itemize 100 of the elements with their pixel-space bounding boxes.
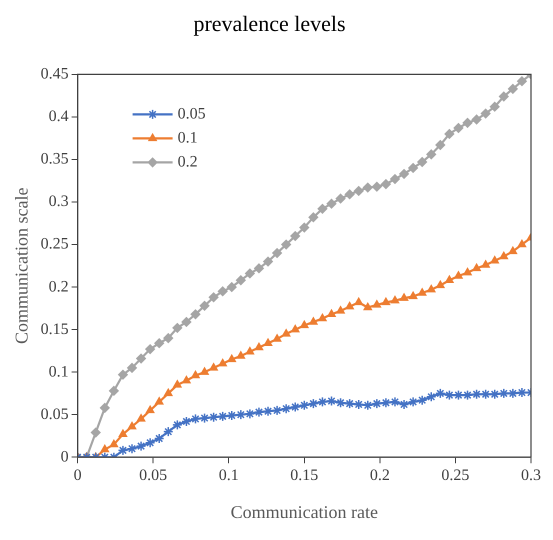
y-tick-label: 0.45 (40, 66, 69, 83)
point (416, 394, 428, 406)
point (280, 403, 292, 414)
point (218, 358, 228, 366)
point (126, 443, 138, 454)
point (308, 212, 318, 222)
point (362, 400, 374, 411)
point (263, 256, 274, 267)
point (444, 390, 455, 400)
legend-label: 0.2 (178, 154, 198, 171)
point (516, 387, 528, 398)
y-tick-label: 0 (60, 448, 69, 466)
point (327, 309, 336, 318)
point (254, 342, 264, 350)
point (236, 350, 246, 359)
point (372, 182, 382, 192)
point (317, 204, 328, 214)
point (236, 409, 246, 420)
point (462, 118, 473, 128)
point (372, 300, 382, 308)
y-tick-label: 0.4 (48, 108, 69, 126)
point (281, 240, 292, 250)
x-tick-label: 0.05 (139, 467, 168, 484)
point (272, 334, 282, 342)
point (226, 282, 237, 292)
point (490, 102, 500, 112)
y-tick-label: 0.05 (40, 406, 69, 423)
point (154, 396, 164, 405)
point (244, 268, 255, 278)
point (290, 324, 300, 332)
point (326, 396, 337, 406)
point (254, 406, 264, 418)
point (262, 406, 274, 417)
point (472, 263, 481, 272)
point (245, 346, 254, 354)
point (300, 320, 309, 328)
point (254, 263, 264, 274)
x-tick-label: 0 (74, 467, 82, 484)
point (191, 370, 200, 378)
point (390, 296, 400, 304)
point (127, 362, 138, 373)
point (136, 414, 146, 422)
point (363, 302, 372, 310)
point (308, 316, 318, 325)
point (336, 194, 346, 204)
point (408, 396, 418, 408)
point (282, 328, 291, 337)
point (172, 322, 182, 333)
point (508, 246, 518, 254)
point (317, 396, 328, 408)
point (163, 333, 174, 344)
point (408, 162, 418, 173)
x-tick-label: 0.25 (441, 467, 470, 484)
point (144, 437, 156, 448)
point (299, 222, 310, 233)
point (209, 362, 218, 371)
point (390, 174, 400, 184)
point (154, 433, 164, 444)
point (426, 392, 436, 402)
point (100, 402, 110, 413)
y-axis-title: Communication scale (12, 188, 32, 344)
point (490, 256, 500, 264)
point (109, 439, 118, 448)
point (417, 157, 428, 168)
point (118, 445, 128, 456)
point (272, 405, 282, 416)
point (418, 288, 427, 296)
point (90, 428, 101, 438)
y-tick-label: 0.35 (40, 150, 69, 168)
point (354, 297, 364, 306)
y-tick-label: 0.3 (48, 193, 69, 210)
point (453, 122, 464, 133)
point (181, 316, 192, 327)
point (172, 420, 183, 430)
point (164, 388, 173, 396)
chart-title: prevalence levels (193, 10, 346, 36)
x-tick-label: 0.15 (290, 467, 318, 484)
point (217, 411, 228, 422)
point (163, 426, 174, 437)
point (290, 402, 300, 412)
point (344, 398, 355, 409)
point (426, 284, 436, 292)
y-tick-label: 0.15 (40, 320, 69, 338)
point (335, 398, 346, 408)
point (498, 92, 509, 102)
point (108, 386, 119, 396)
point (453, 390, 464, 400)
x-axis-title: Communication rate (230, 502, 378, 522)
point (200, 367, 209, 375)
point (118, 370, 128, 380)
point (463, 268, 472, 276)
point (100, 444, 110, 452)
legend-label: 0.1 (178, 130, 198, 147)
y-tick-label: 0.2 (48, 278, 69, 296)
point (208, 292, 219, 302)
point (462, 390, 473, 400)
x-tick-label: 0.1 (218, 467, 239, 484)
point (190, 309, 200, 320)
point (471, 389, 482, 400)
point (264, 338, 272, 346)
